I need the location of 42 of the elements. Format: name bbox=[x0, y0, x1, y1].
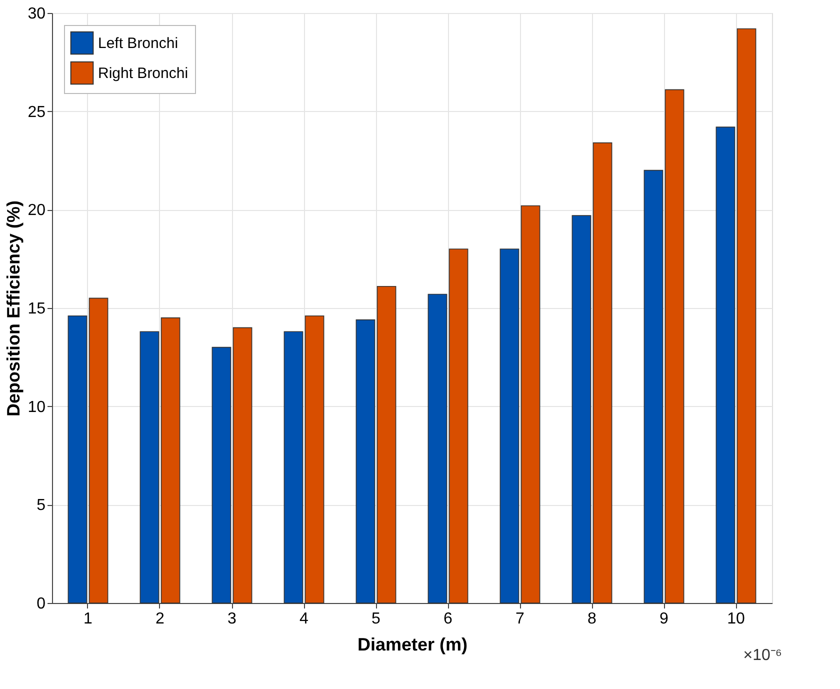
bar bbox=[140, 331, 160, 604]
y-tick-label: 20 bbox=[28, 202, 46, 220]
bar bbox=[520, 205, 540, 604]
bar bbox=[304, 315, 324, 604]
bar bbox=[160, 317, 180, 604]
bar bbox=[284, 331, 304, 604]
x-tick-label: 8 bbox=[588, 610, 597, 628]
bar bbox=[572, 215, 592, 604]
x-axis-title: Diameter (m) bbox=[357, 634, 468, 654]
y-tick-label: 0 bbox=[36, 596, 46, 612]
bar bbox=[736, 28, 756, 604]
y-tick-label: 25 bbox=[28, 104, 46, 121]
bar bbox=[212, 346, 232, 604]
bar bbox=[232, 327, 252, 604]
y-tick-label: 10 bbox=[28, 398, 46, 416]
bar bbox=[88, 298, 108, 604]
x-tick-label: 3 bbox=[228, 610, 237, 628]
bar bbox=[428, 294, 448, 604]
y-axis-title: Deposition Efficiency (%) bbox=[4, 200, 24, 417]
bar bbox=[644, 170, 664, 604]
bar bbox=[376, 286, 396, 604]
bar bbox=[664, 89, 684, 604]
y-tick-label: 15 bbox=[28, 300, 46, 318]
bar bbox=[592, 142, 612, 604]
legend-label: Left Bronchi bbox=[98, 35, 178, 52]
x-tick-label: 4 bbox=[300, 610, 309, 628]
x-tick-label: 7 bbox=[516, 610, 525, 628]
y-tick-label: 30 bbox=[28, 6, 46, 22]
bar bbox=[716, 126, 736, 604]
bar bbox=[68, 315, 88, 604]
x-tick-label: 2 bbox=[156, 610, 165, 628]
bar bbox=[356, 319, 376, 604]
x-tick-label: 5 bbox=[372, 610, 381, 628]
legend-label: Right Bronchi bbox=[98, 65, 188, 82]
x-tick-label: 6 bbox=[444, 610, 453, 628]
x-tick-label: 1 bbox=[84, 610, 93, 628]
y-tick-label: 5 bbox=[36, 497, 46, 514]
text: ×10⁻⁶ bbox=[743, 647, 782, 664]
x-tick-label: 9 bbox=[660, 610, 669, 628]
bar bbox=[500, 248, 520, 604]
x-tick-label: 10 bbox=[727, 610, 745, 628]
bar bbox=[448, 248, 468, 604]
